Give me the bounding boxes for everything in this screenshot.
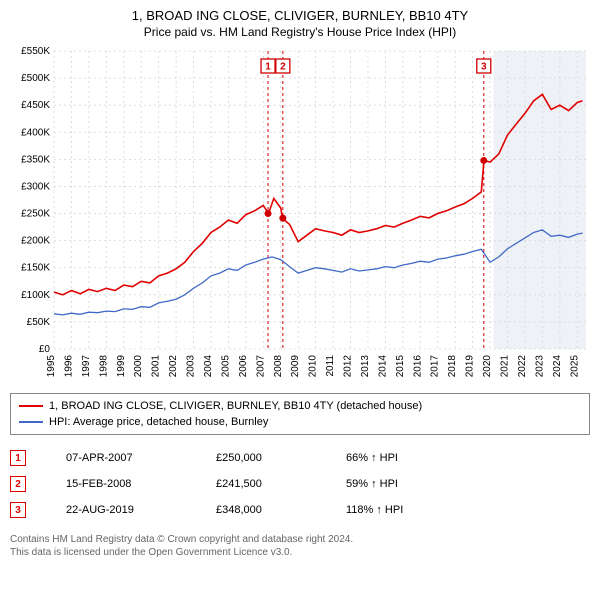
svg-text:2013: 2013: [360, 355, 371, 378]
sale-date: 07-APR-2007: [66, 452, 176, 464]
svg-text:£400K: £400K: [21, 127, 50, 138]
legend-label: HPI: Average price, detached house, Burn…: [49, 416, 268, 428]
svg-text:2014: 2014: [377, 355, 388, 378]
svg-text:2019: 2019: [465, 355, 476, 378]
svg-text:2007: 2007: [255, 355, 266, 378]
legend-item: 1, BROAD ING CLOSE, CLIVIGER, BURNLEY, B…: [19, 398, 581, 414]
chart-subtitle: Price paid vs. HM Land Registry's House …: [10, 25, 590, 39]
sale-date: 15-FEB-2008: [66, 478, 176, 490]
svg-text:£50K: £50K: [27, 317, 51, 328]
svg-text:1995: 1995: [46, 355, 57, 378]
svg-text:£550K: £550K: [21, 46, 50, 57]
sale-date: 22-AUG-2019: [66, 504, 176, 516]
svg-text:2025: 2025: [569, 355, 580, 378]
svg-text:1997: 1997: [81, 355, 92, 378]
footnote-line: This data is licensed under the Open Gov…: [10, 546, 590, 559]
svg-text:2006: 2006: [238, 355, 249, 378]
sale-price: £241,500: [216, 478, 306, 490]
svg-text:2008: 2008: [273, 355, 284, 378]
svg-text:£100K: £100K: [21, 290, 50, 301]
sales-row: 1 07-APR-2007 £250,000 66% ↑ HPI: [10, 445, 590, 471]
svg-text:2015: 2015: [395, 355, 406, 378]
sale-hpi: 59% ↑ HPI: [346, 478, 446, 490]
svg-text:2012: 2012: [343, 355, 354, 378]
svg-text:£500K: £500K: [21, 73, 50, 84]
svg-text:2005: 2005: [220, 355, 231, 378]
sale-price: £348,000: [216, 504, 306, 516]
svg-text:2024: 2024: [552, 355, 563, 378]
svg-text:2: 2: [280, 62, 286, 73]
svg-text:3: 3: [481, 62, 487, 73]
svg-text:1998: 1998: [98, 355, 109, 378]
sale-hpi: 66% ↑ HPI: [346, 452, 446, 464]
svg-text:2010: 2010: [308, 355, 319, 378]
chart-title: 1, BROAD ING CLOSE, CLIVIGER, BURNLEY, B…: [10, 8, 590, 23]
svg-text:£450K: £450K: [21, 100, 50, 111]
svg-text:2023: 2023: [534, 355, 545, 378]
legend-item: HPI: Average price, detached house, Burn…: [19, 414, 581, 430]
line-chart-svg: £0 £50K £100K £150K £200K £250K £300K £350K £400…: [10, 45, 590, 383]
svg-text:2021: 2021: [500, 355, 511, 378]
sale-marker-box: 2: [10, 476, 26, 492]
svg-text:2001: 2001: [151, 355, 162, 378]
svg-text:1996: 1996: [63, 355, 74, 378]
svg-text:£300K: £300K: [21, 181, 50, 192]
chart-plot: £0 £50K £100K £150K £200K £250K £300K £350K £400…: [10, 45, 590, 383]
svg-text:£150K: £150K: [21, 263, 50, 274]
svg-text:£250K: £250K: [21, 209, 50, 220]
svg-text:2022: 2022: [517, 355, 528, 378]
svg-text:2009: 2009: [290, 355, 301, 378]
svg-text:1: 1: [265, 62, 271, 73]
legend-swatch: [19, 421, 43, 423]
sale-hpi: 118% ↑ HPI: [346, 504, 446, 516]
svg-text:2016: 2016: [412, 355, 423, 378]
svg-text:2017: 2017: [430, 355, 441, 378]
sale-price: £250,000: [216, 452, 306, 464]
legend-label: 1, BROAD ING CLOSE, CLIVIGER, BURNLEY, B…: [49, 400, 422, 412]
svg-text:2002: 2002: [168, 355, 179, 378]
svg-text:2020: 2020: [482, 355, 493, 378]
legend-swatch: [19, 405, 43, 407]
svg-text:2000: 2000: [133, 355, 144, 378]
sale-marker-box: 3: [10, 502, 26, 518]
sales-row: 2 15-FEB-2008 £241,500 59% ↑ HPI: [10, 471, 590, 497]
svg-text:£350K: £350K: [21, 154, 50, 165]
svg-text:£0: £0: [39, 344, 51, 355]
svg-text:£200K: £200K: [21, 236, 50, 247]
sales-row: 3 22-AUG-2019 £348,000 118% ↑ HPI: [10, 497, 590, 523]
svg-text:2004: 2004: [203, 355, 214, 378]
legend: 1, BROAD ING CLOSE, CLIVIGER, BURNLEY, B…: [10, 393, 590, 435]
sale-marker-box: 1: [10, 450, 26, 466]
svg-text:2003: 2003: [186, 355, 197, 378]
svg-text:2011: 2011: [325, 355, 336, 377]
svg-text:1999: 1999: [116, 355, 127, 378]
sales-table: 1 07-APR-2007 £250,000 66% ↑ HPI 2 15-FEB-200…: [10, 445, 590, 523]
footnote-line: Contains HM Land Registry data © Crown c…: [10, 533, 590, 546]
svg-text:2018: 2018: [447, 355, 458, 378]
footnote: Contains HM Land Registry data © Crown c…: [10, 533, 590, 559]
chart-container: 1, BROAD ING CLOSE, CLIVIGER, BURNLEY, B…: [0, 0, 600, 569]
